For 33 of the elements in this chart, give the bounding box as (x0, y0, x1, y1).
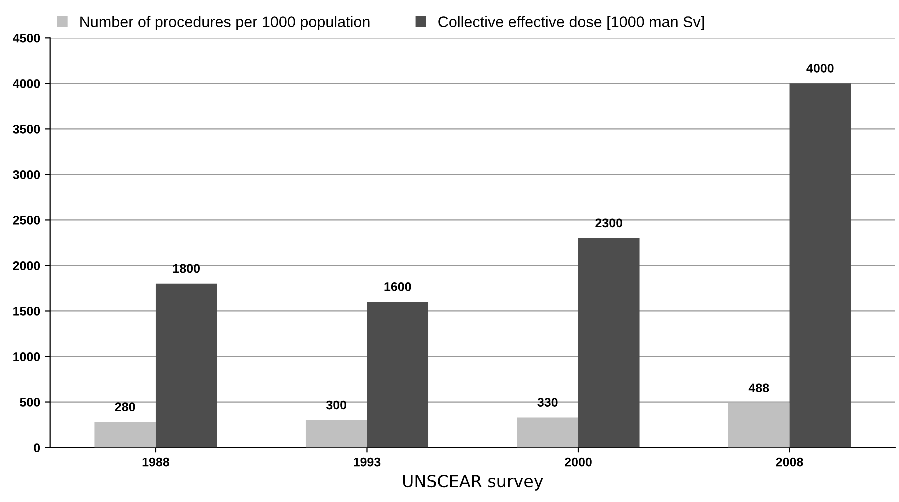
y-tick-label: 2500 (13, 216, 40, 225)
bar (517, 418, 579, 448)
x-tick-label: 2008 (776, 458, 804, 467)
data-label: 300 (326, 400, 347, 410)
y-tick-label: 1500 (14, 307, 40, 316)
data-label: 488 (748, 384, 770, 393)
bar (306, 420, 368, 448)
x-tick-label: 2000 (565, 458, 592, 467)
data-label: 2300 (596, 218, 623, 228)
bar (367, 302, 429, 448)
data-label: 1600 (384, 282, 412, 292)
x-tick-label: 1988 (142, 458, 170, 467)
x-tick-label: 1993 (354, 458, 381, 467)
x-axis-title: UNSCEAR survey (403, 475, 544, 491)
y-tick-label: 3000 (13, 170, 40, 180)
bar (578, 238, 640, 448)
y-tick-label: 4000 (13, 79, 40, 88)
data-label: 330 (538, 398, 558, 407)
y-tick-label: 500 (20, 398, 40, 407)
y-tick-label: 3500 (13, 124, 40, 134)
data-label: 4000 (806, 64, 834, 73)
legend-label: Number of procedures per 1000 population (80, 16, 370, 31)
y-tick-label: 2000 (13, 262, 40, 270)
y-tick-label: 0 (34, 444, 40, 452)
bar (790, 84, 852, 448)
data-label: 1800 (173, 264, 200, 274)
y-tick-label: 1000 (14, 352, 40, 362)
bar (156, 284, 218, 448)
y-tick-label: 4500 (13, 34, 40, 43)
bar (94, 422, 156, 448)
bar (728, 403, 790, 448)
legend-label: Collective effective dose [1000 man Sv] (438, 16, 704, 31)
data-label: 280 (115, 402, 136, 412)
